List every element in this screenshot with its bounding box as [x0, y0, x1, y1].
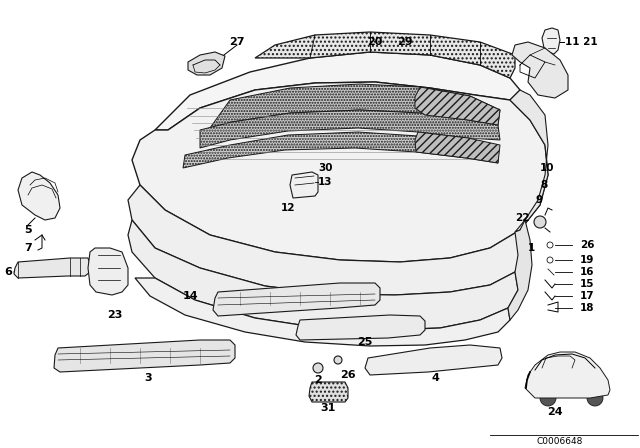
Text: C0006648: C0006648	[537, 438, 583, 447]
Polygon shape	[508, 220, 532, 320]
Text: 7: 7	[24, 243, 32, 253]
Polygon shape	[54, 340, 235, 372]
Circle shape	[587, 390, 603, 406]
Polygon shape	[132, 82, 548, 262]
Text: 16: 16	[580, 267, 595, 277]
Text: 30: 30	[318, 163, 333, 173]
Polygon shape	[188, 52, 225, 75]
Polygon shape	[88, 248, 128, 295]
Polygon shape	[296, 315, 425, 340]
Text: 24: 24	[547, 407, 563, 417]
Polygon shape	[290, 172, 318, 198]
Polygon shape	[200, 110, 500, 148]
Polygon shape	[415, 132, 500, 163]
Text: 12: 12	[280, 203, 295, 213]
Polygon shape	[210, 84, 500, 128]
Polygon shape	[255, 32, 515, 78]
Text: 8: 8	[540, 180, 547, 190]
Polygon shape	[415, 87, 500, 125]
Text: 2: 2	[314, 375, 322, 385]
Polygon shape	[213, 283, 380, 316]
Polygon shape	[128, 220, 518, 330]
Circle shape	[534, 216, 546, 228]
Text: 3: 3	[144, 373, 152, 383]
Polygon shape	[18, 172, 60, 220]
Text: 27: 27	[229, 37, 244, 47]
Polygon shape	[155, 52, 520, 130]
Text: 19: 19	[580, 255, 595, 265]
Text: 29: 29	[397, 37, 413, 47]
Text: 14: 14	[182, 291, 198, 301]
Polygon shape	[542, 28, 560, 54]
Polygon shape	[309, 382, 348, 402]
Text: 26: 26	[340, 370, 356, 380]
Text: 26: 26	[580, 240, 595, 250]
Polygon shape	[135, 278, 510, 346]
Polygon shape	[365, 345, 502, 375]
Text: 18: 18	[580, 303, 595, 313]
Circle shape	[296, 194, 308, 206]
Polygon shape	[512, 42, 568, 98]
Text: 11 21: 11 21	[565, 37, 598, 47]
Circle shape	[540, 390, 556, 406]
Text: 31: 31	[320, 403, 336, 413]
Polygon shape	[128, 185, 525, 295]
Text: 9: 9	[535, 195, 542, 205]
Circle shape	[334, 356, 342, 364]
Text: 25: 25	[357, 337, 372, 347]
Text: 17: 17	[580, 291, 595, 301]
Text: 23: 23	[108, 310, 123, 320]
Text: 20: 20	[367, 37, 383, 47]
Polygon shape	[14, 258, 90, 278]
Polygon shape	[525, 352, 610, 398]
Circle shape	[313, 363, 323, 373]
Text: 15: 15	[580, 279, 595, 289]
Text: 1: 1	[528, 243, 535, 253]
Text: 22: 22	[515, 213, 530, 223]
Polygon shape	[510, 90, 548, 232]
Text: 10: 10	[540, 163, 554, 173]
Polygon shape	[183, 132, 498, 168]
Text: 6: 6	[4, 267, 12, 277]
Text: 5: 5	[24, 225, 32, 235]
Text: 13: 13	[318, 177, 333, 187]
Text: 4: 4	[431, 373, 439, 383]
